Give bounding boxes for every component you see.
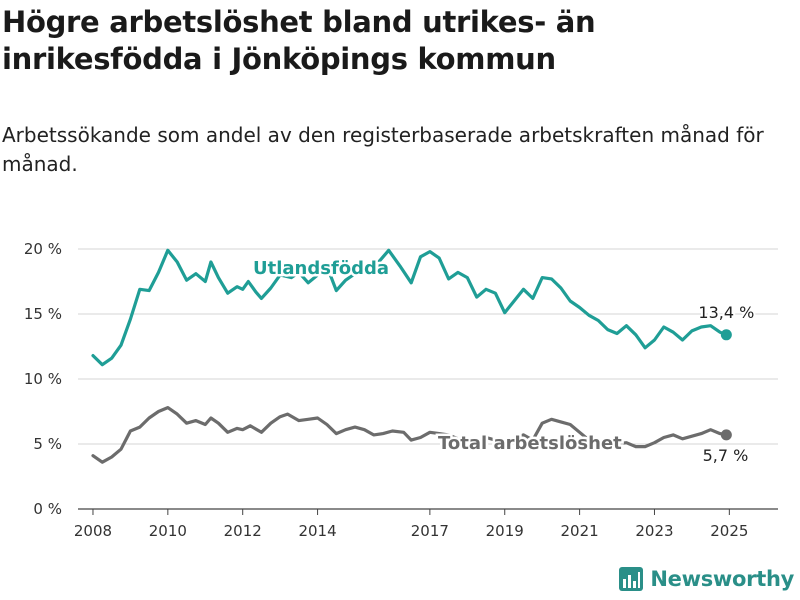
grid-lines [78, 248, 778, 510]
series-end-point-1 [720, 429, 732, 441]
y-tick-label: 5 % [33, 435, 62, 453]
x-tick-label: 2017 [411, 522, 449, 540]
x-tick-label: 2008 [74, 522, 112, 540]
x-tick-label: 2021 [561, 522, 599, 540]
chart-subtitle: Arbetssökande som andel av den registerb… [2, 123, 764, 176]
series-label-utlandsfodda: Utlandsfödda [253, 258, 389, 279]
newsworthy-brand: Newsworthy [618, 564, 794, 594]
y-tick-label: 15 % [24, 305, 62, 323]
x-tick-label: 2019 [486, 522, 524, 540]
y-tick-label: 20 % [24, 240, 62, 258]
series-line-1 [91, 406, 728, 464]
y-tick-label: 10 % [24, 370, 62, 388]
x-tick-label: 2025 [710, 522, 748, 540]
end-value-label-total: 5,7 % [703, 446, 749, 465]
chart-title: Högre arbetslöshet bland utrikes- än inr… [2, 5, 596, 76]
x-tick-label: 2023 [635, 522, 673, 540]
x-tick-label: 2012 [224, 522, 262, 540]
brand-name: Newsworthy [650, 567, 794, 591]
series-label-total: Total arbetslöshet [438, 433, 622, 454]
series-end-point-0 [720, 329, 732, 341]
series-lines [91, 248, 732, 464]
series-labels: Utlandsfödda Total arbetslöshet 13,4 % 5,7 … [251, 256, 757, 467]
y-tick-label: 0 % [33, 500, 62, 518]
end-value-label-utlandsfodda: 13,4 % [698, 303, 754, 322]
x-tick-label: 2010 [149, 522, 187, 540]
bar-chart-logo-icon [619, 567, 644, 591]
axes: 0 % 5 % 10 % 15 % 20 % 2008 2010 2012 2014 2017 20… [24, 240, 749, 540]
x-tick-label: 2014 [298, 522, 336, 540]
series-line-0 [91, 248, 728, 367]
